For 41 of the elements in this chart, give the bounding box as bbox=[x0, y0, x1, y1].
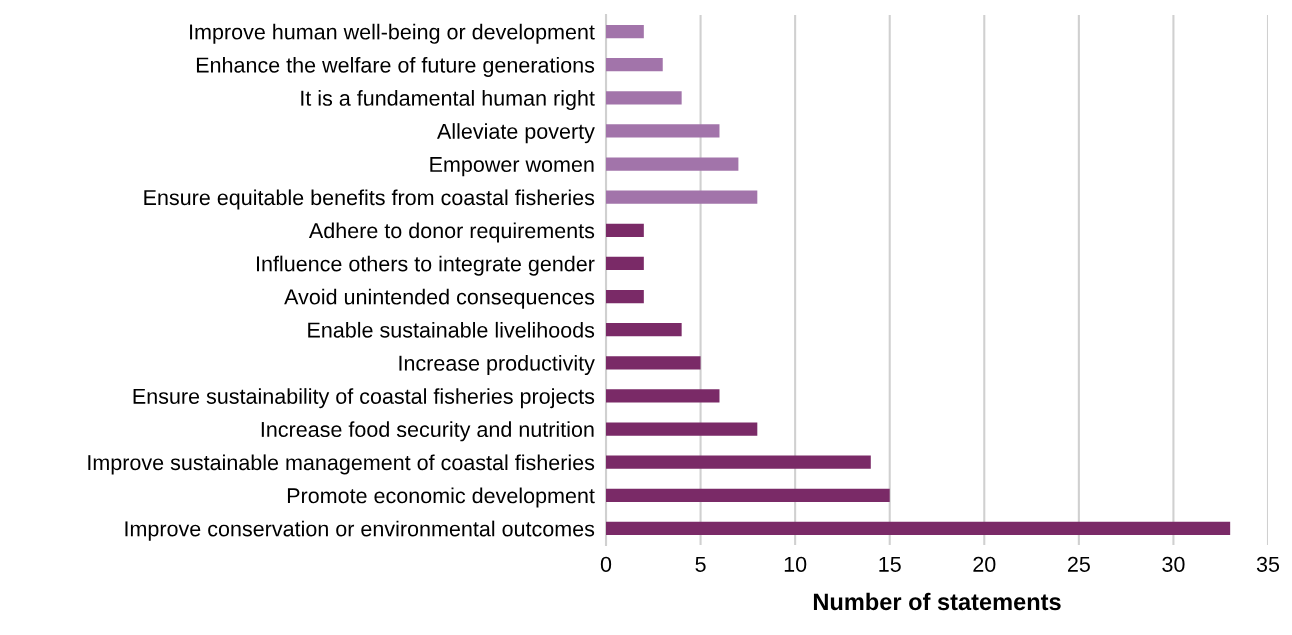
bar bbox=[606, 422, 758, 436]
y-tick-label: Promote economic development bbox=[287, 487, 595, 508]
bar bbox=[606, 289, 644, 304]
y-tick-label: It is a fundamental human right bbox=[301, 90, 595, 111]
bar bbox=[606, 256, 644, 271]
y-tick-label: Ensure equitable benefits from coastal fisheries bbox=[144, 189, 595, 210]
bar bbox=[606, 190, 758, 204]
x-tick-label: 15 bbox=[879, 556, 901, 572]
y-tick-label: Adhere to donor requirements bbox=[308, 222, 595, 243]
bar bbox=[606, 356, 701, 370]
y-tick-label: Increase food security and nutrition bbox=[261, 421, 594, 442]
x-tick-label: 0 bbox=[600, 556, 612, 572]
x-tick-label: 20 bbox=[973, 556, 996, 572]
bar bbox=[606, 323, 682, 337]
y-tick-label: Avoid unintended consequences bbox=[284, 288, 595, 309]
bar bbox=[606, 24, 644, 39]
y-tick-label: Improve sustainable management of coastal fisheries bbox=[88, 454, 595, 475]
x-axis-title: Number of statements bbox=[813, 592, 1061, 611]
x-tick-label: 5 bbox=[695, 556, 706, 572]
y-tick-label: Enable sustainable livelihoods bbox=[308, 321, 595, 338]
y-tick-label: Ensure sustainability of coastal fisheries projects bbox=[133, 388, 595, 409]
y-tick-label: Empower women bbox=[430, 157, 594, 177]
x-tick-label: 30 bbox=[1162, 556, 1185, 572]
bar bbox=[606, 389, 720, 403]
bar bbox=[606, 223, 644, 237]
y-tick-label: Improve conservation or environmental outcomes bbox=[125, 520, 595, 541]
y-tick-label: Alleviate poverty bbox=[436, 123, 595, 144]
bar bbox=[606, 91, 682, 105]
x-tick-label: 10 bbox=[784, 556, 807, 572]
y-tick-label: Increase productivity bbox=[399, 355, 595, 376]
x-tick-label: 35 bbox=[1256, 556, 1280, 572]
bar bbox=[606, 157, 739, 171]
bar bbox=[606, 58, 663, 72]
bar bbox=[606, 124, 720, 138]
bar bbox=[606, 488, 890, 502]
x-tick-label: 25 bbox=[1067, 556, 1090, 572]
y-tick-label: Enhance the welfare of future generations bbox=[196, 56, 595, 77]
bar bbox=[606, 521, 1231, 536]
y-tick-label: Improve human well-being or development bbox=[190, 23, 595, 44]
y-tick-label: Influence others to integrate gender bbox=[257, 255, 595, 276]
bar bbox=[606, 455, 871, 469]
